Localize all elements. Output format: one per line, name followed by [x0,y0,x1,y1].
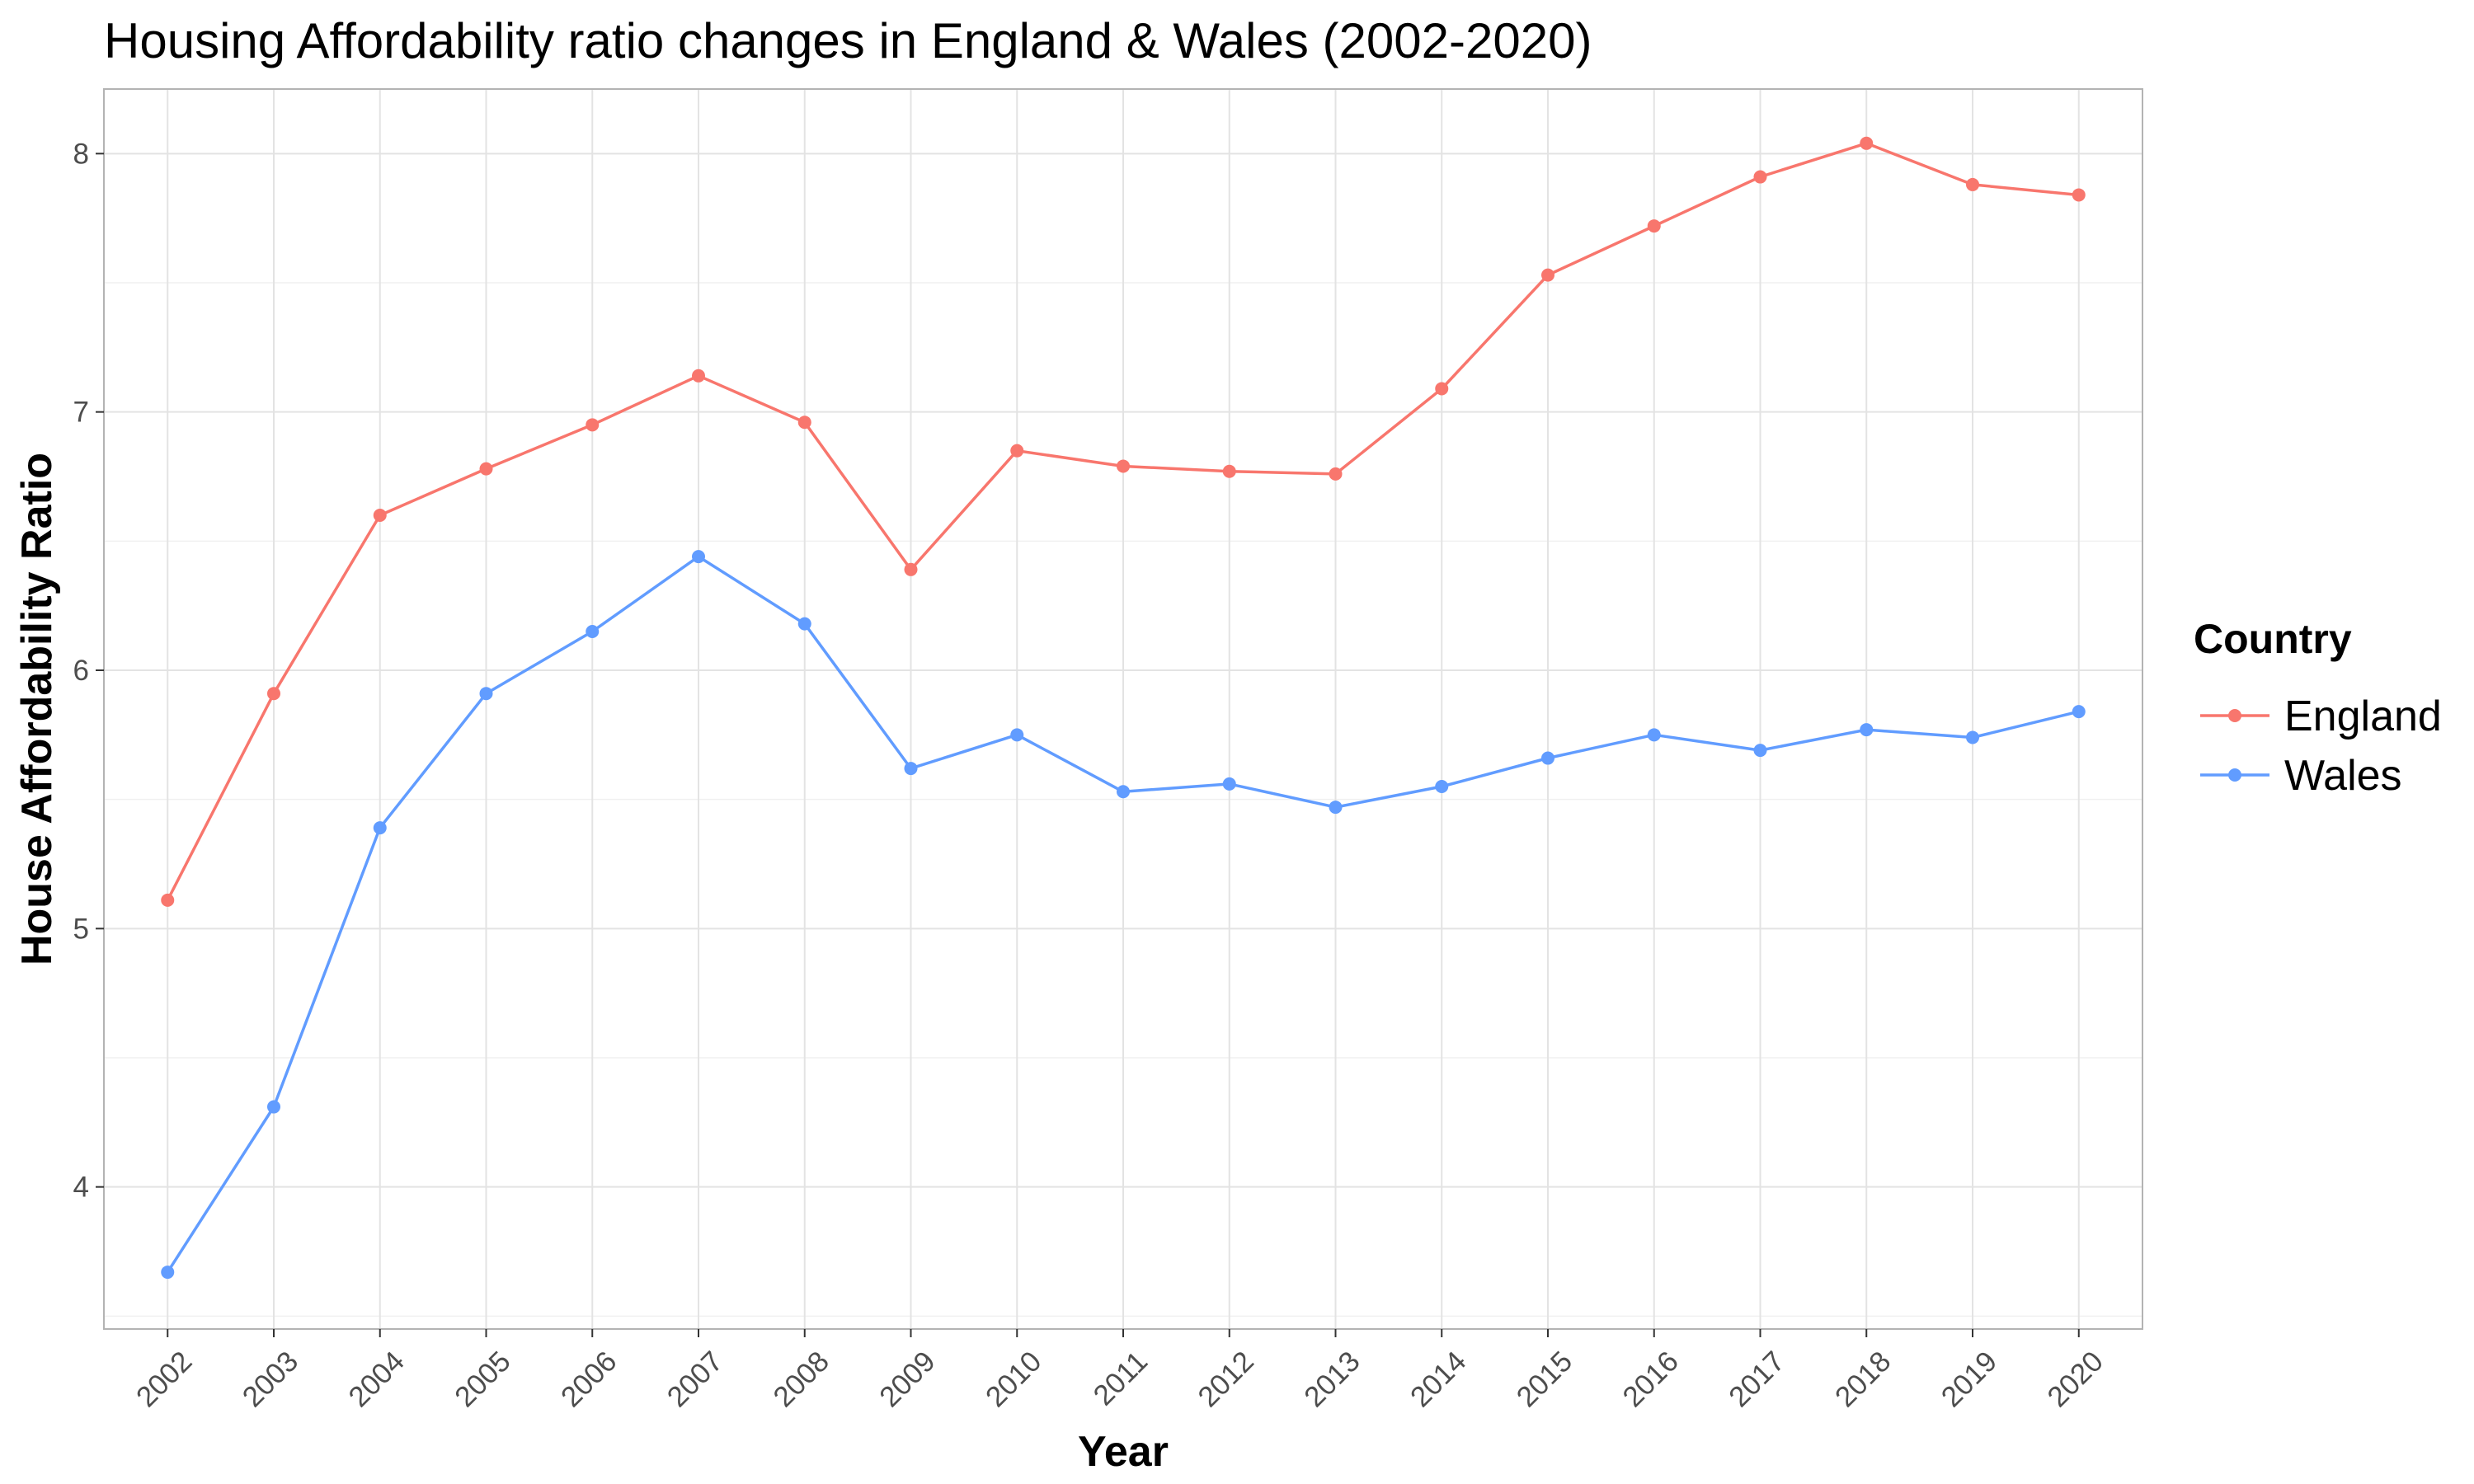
legend: Country England Wales [2194,616,2442,800]
data-point [1860,723,1874,737]
x-axis-title: Year [1078,1428,1169,1476]
data-point [1753,170,1767,184]
chart-title: Housing Affordability ratio changes in E… [104,13,1592,68]
data-point [1222,777,1236,791]
legend-key-point [2228,709,2241,722]
y-tick-label: 7 [73,397,89,429]
y-axis-ticks: 4 5 6 7 8 [73,138,104,1204]
series-england [161,136,2086,907]
data-point [1647,219,1661,233]
data-point [1329,801,1343,815]
data-point [586,625,600,638]
data-point [1435,780,1449,793]
legend-key-point [2228,768,2241,782]
data-point [267,687,280,701]
data-point [267,1100,280,1114]
data-point [161,1266,175,1280]
y-tick-label: 5 [73,913,89,945]
y-tick-label: 4 [73,1172,89,1204]
data-point [797,617,811,631]
grid-lines [104,89,2142,1329]
data-point [1222,464,1236,478]
data-point [161,893,175,907]
series-wales [161,550,2086,1280]
data-point [904,762,918,776]
data-point [1966,177,1979,191]
data-point [1117,785,1130,799]
data-point [692,369,705,383]
data-point [1329,467,1343,481]
data-point [1860,136,1874,150]
data-point [797,416,811,430]
data-point [1435,382,1449,396]
data-point [2072,705,2086,719]
y-tick-label: 6 [73,655,89,687]
data-point [1647,728,1661,742]
y-axis-title: House Affordability Ratio [13,453,61,965]
legend-item-england: England [2200,693,2442,740]
data-point [373,509,387,522]
data-point [1541,268,1554,282]
data-point [2072,188,2086,202]
data-point [479,687,493,701]
y-tick-label: 8 [73,138,89,170]
data-point [586,418,600,432]
data-point [904,562,918,576]
data-point [479,462,493,476]
data-point [1010,728,1024,742]
data-point [1753,744,1767,758]
legend-title: Country [2194,616,2352,662]
legend-label: England [2284,693,2442,740]
data-point [1541,751,1554,765]
data-point [1117,459,1130,473]
data-point [1966,730,1979,744]
data-point [373,821,387,835]
series-layer [161,136,2086,1280]
legend-label: Wales [2284,752,2402,800]
data-point [692,550,705,564]
data-point [1010,444,1024,458]
legend-item-wales: Wales [2200,752,2402,800]
